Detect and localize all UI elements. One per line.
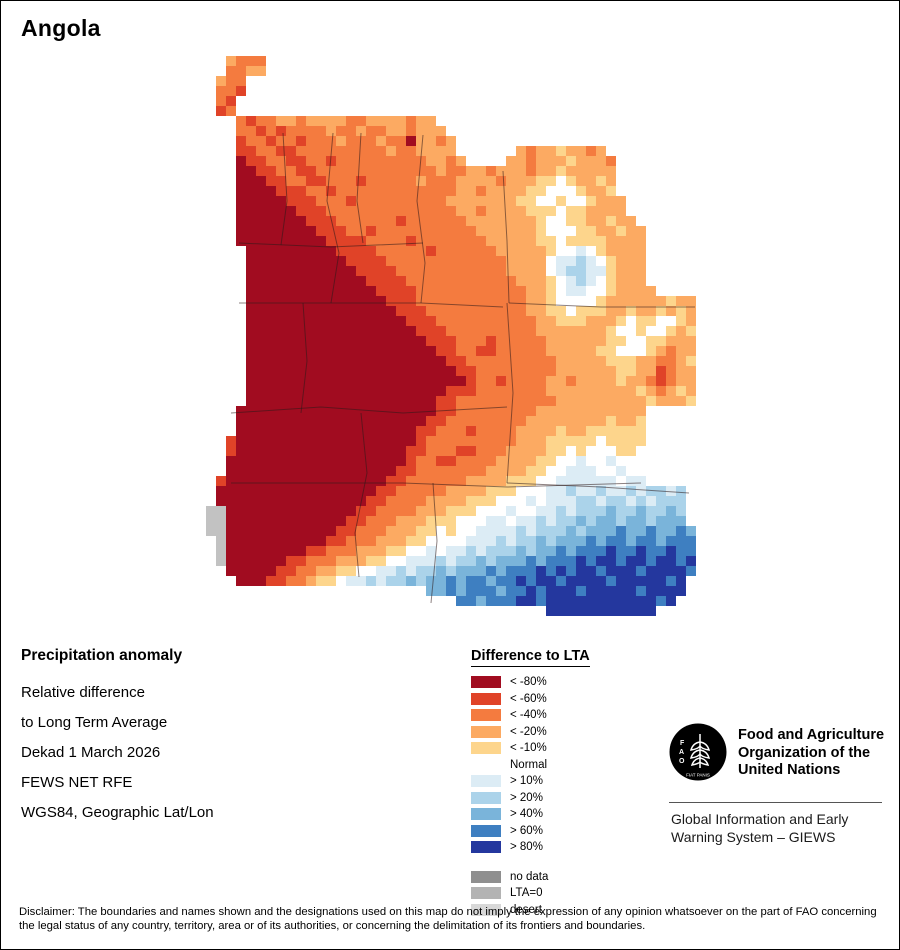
legend-label: no data	[510, 870, 549, 883]
legend-item: no data	[471, 869, 641, 886]
legend-item: < -10%	[471, 740, 641, 757]
legend-title: Difference to LTA	[471, 648, 590, 667]
legend-item: < -80%	[471, 674, 641, 691]
fao-org-line: Food and Agriculture	[738, 727, 885, 743]
info-line: to Long Term Average	[21, 713, 168, 731]
info-line: Dekad 1 March 2026	[21, 743, 161, 761]
info-heading: Precipitation anomaly	[21, 647, 183, 664]
legend-swatch	[471, 692, 501, 705]
svg-text:F: F	[680, 740, 685, 747]
legend-label: desert	[510, 903, 542, 916]
page-title: Angola	[21, 15, 101, 41]
legend-item: Normal	[471, 757, 641, 774]
fao-logo-icon: F A O FIAT PANIS	[669, 723, 727, 781]
legend-label: Normal	[510, 758, 548, 771]
fao-divider	[669, 802, 882, 803]
map-legend: Difference to LTA < -80% < -60% < -40% < -2…	[471, 647, 641, 918]
legend-label: > 60%	[510, 824, 543, 837]
legend-label: > 20%	[510, 791, 543, 804]
legend-swatch	[471, 808, 501, 821]
giews-line: Global Information and Early	[671, 811, 849, 827]
legend-swatch	[471, 676, 501, 689]
map-info-block: Precipitation anomaly Relative differenc…	[21, 647, 351, 827]
info-line: FEWS NET RFE	[21, 773, 133, 791]
legend-swatch	[471, 709, 501, 722]
legend-item: > 20%	[471, 790, 641, 807]
legend-swatch	[471, 824, 501, 837]
legend-label: > 40%	[510, 808, 543, 821]
giews-line: Warning System – GIEWS	[671, 828, 836, 845]
legend-item: > 60%	[471, 823, 641, 840]
legend-item: > 10%	[471, 773, 641, 790]
info-line: Relative difference	[21, 683, 145, 701]
info-line: WGS84, Geographic Lat/Lon	[21, 803, 214, 821]
legend-swatch	[471, 903, 501, 916]
legend-item: > 80%	[471, 839, 641, 856]
legend-swatch	[471, 887, 501, 900]
legend-item: < -40%	[471, 707, 641, 724]
giews-caption: Global Information and Early Warning Syst…	[671, 811, 848, 846]
legend-item: desert	[471, 902, 641, 919]
legend-extra-items: no data LTA=0 desert	[471, 869, 641, 919]
legend-label: < -10%	[510, 742, 547, 755]
svg-text:O: O	[679, 758, 685, 765]
legend-items: < -80% < -60% < -40% < -20% < -10% Normal > 10…	[471, 674, 641, 856]
legend-label: < -40%	[510, 709, 547, 722]
fao-logo-motto: FIAT PANIS	[686, 773, 710, 778]
legend-swatch	[471, 758, 501, 771]
legend-swatch	[471, 775, 501, 788]
info-lines: Relative difference to Long Term Average D…	[21, 677, 351, 827]
legend-label: < -60%	[510, 692, 547, 705]
legend-item: < -20%	[471, 724, 641, 741]
legend-swatch	[471, 791, 501, 804]
legend-label: < -80%	[510, 676, 547, 689]
precipitation-raster	[196, 56, 696, 616]
fao-org-line: United Nations	[738, 762, 841, 778]
legend-item: LTA=0	[471, 885, 641, 902]
fao-org-line: Organization of the	[738, 744, 871, 761]
disclaimer-text: Disclaimer: The boundaries and names sho…	[19, 906, 877, 932]
legend-swatch	[471, 841, 501, 854]
legend-label: < -20%	[510, 725, 547, 738]
legend-item: < -60%	[471, 691, 641, 708]
fao-org-name: Food and Agriculture Organization of the U…	[738, 727, 884, 780]
legend-item: > 40%	[471, 806, 641, 823]
legend-swatch	[471, 742, 501, 755]
legend-swatch	[471, 725, 501, 738]
legend-label: > 10%	[510, 775, 543, 788]
legend-label: LTA=0	[510, 887, 543, 900]
svg-text:A: A	[679, 749, 684, 756]
legend-label: > 80%	[510, 841, 543, 854]
legend-swatch	[471, 870, 501, 883]
